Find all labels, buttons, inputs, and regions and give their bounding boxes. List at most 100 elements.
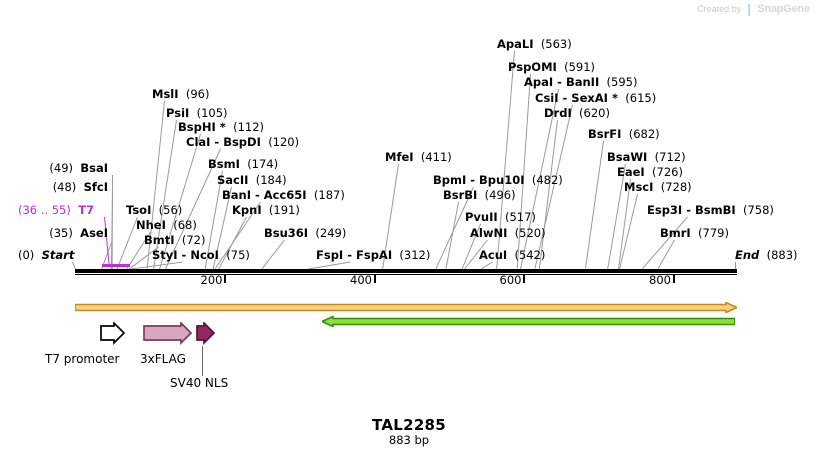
label-position: (36 .. 55) [18,203,71,217]
label-name: BsaWI [607,150,648,164]
feature-arrow-sv40-nls[interactable] [196,322,216,346]
label-position: (726) [652,165,683,179]
feature-stem [202,346,203,376]
feature-label-t7[interactable]: (36 .. 55) T7 [18,203,94,217]
label-name: BmrI [660,226,691,240]
enzyme-label-bani-acc65i[interactable]: BanI - Acc65I (187) [222,188,345,202]
enzyme-label-acui[interactable]: AcuI (542) [479,248,545,262]
label-position: (174) [247,157,279,171]
enzyme-label-psii[interactable]: PsiI (105) [166,106,228,120]
enzyme-label-msci[interactable]: MscI (728) [624,180,692,194]
t7-promoter-marker[interactable] [101,264,131,267]
feature-label-t7-promoter[interactable]: T7 promoter [45,352,120,366]
enzyme-label-sfci[interactable]: (48) SfcI [53,180,108,194]
enzyme-label-drdi[interactable]: DrdI (620) [544,106,610,120]
enzyme-label-bpmi-bpu10i[interactable]: BpmI - Bpu10I (482) [433,173,563,187]
enzyme-label-tsoi[interactable]: TsoI (56) [126,203,182,217]
label-position: (56) [158,203,183,217]
enzyme-label-bsrbi[interactable]: BsrBI (496) [443,188,516,202]
enzyme-label-pspomi[interactable]: PspOMI (591) [508,60,595,74]
enzyme-label-esp3i-bsmbi[interactable]: Esp3I - BsmBI (758) [647,203,774,217]
enzyme-label-bsmi[interactable]: BsmI (174) [208,157,278,171]
feature-label-3xflag[interactable]: 3xFLAG [140,352,186,366]
label-position: (563) [540,37,572,51]
enzyme-label-msli[interactable]: MslI (96) [152,87,209,101]
label-name: AseI [80,226,108,240]
enzyme-label-bsawi[interactable]: BsaWI (712) [607,150,686,164]
feature-label-sv40-nls[interactable]: SV40 NLS [170,376,229,390]
label-position: (620) [579,106,610,120]
orf-reverse[interactable] [322,316,735,327]
enzyme-label-sacii[interactable]: SacII (184) [217,173,287,187]
watermark-brand: SnapGene [757,3,810,15]
enzyme-label-bsphi-[interactable]: BspHI * (112) [178,120,264,134]
enzyme-label-eaei[interactable]: EaeI (726) [617,165,683,179]
label-position: (184) [255,173,287,187]
label-position: (112) [233,120,265,134]
label-position: (312) [399,248,431,262]
enzyme-label-alwni[interactable]: AlwNI (520) [470,226,546,240]
enzyme-label-mfei[interactable]: MfeI (411) [385,150,452,164]
label-position: (249) [315,226,347,240]
label-name: MfeI [385,150,414,164]
enzyme-label-csii-sexai-[interactable]: CsiI - SexAI * (615) [535,91,656,105]
label-position: (35) [49,226,73,240]
enzyme-label-styi-ncoi[interactable]: StyI - NcoI (75) [152,248,250,262]
enzyme-label-bsai[interactable]: (49) BsaI [49,161,108,175]
label-name: BmtI [144,233,175,247]
label-name: End [735,248,760,262]
ruler-tick [672,274,675,283]
label-position: (48) [52,180,77,194]
label-name: ClaI - BspDI [186,135,261,149]
ruler-tick-label: 200 [200,273,223,287]
label-position: (96) [185,87,210,101]
label-name: Esp3I - BsmBI [647,203,736,217]
label-position: (187) [313,188,345,202]
enzyme-label-nhei[interactable]: NheI (68) [136,218,197,232]
feature-arrow-t7-promoter[interactable] [100,322,126,346]
enzyme-label-bsrfi[interactable]: BsrFI (682) [588,127,660,141]
label-name: BanI - Acc65I [222,188,307,202]
label-name: NheI [136,218,166,232]
label-position: (728) [660,180,692,194]
enzyme-label-clai-bspdi[interactable]: ClaI - BspDI (120) [186,135,299,149]
leader-line [735,262,736,269]
label-position: (520) [514,226,546,240]
feature-arrow-3xflag[interactable] [143,322,193,346]
ruler-baseline [75,274,737,275]
start-label[interactable]: (0) Start [18,248,74,262]
ruler-tick [373,274,376,283]
enzyme-label-apali[interactable]: ApaLI (563) [497,37,572,51]
enzyme-label-bsu36i[interactable]: Bsu36I (249) [264,226,346,240]
enzyme-label-bmri[interactable]: BmrI (779) [660,226,729,240]
label-name: BspHI * [178,120,226,134]
label-name: BsaI [80,161,108,175]
label-position: (758) [742,203,774,217]
label-name: SacII [217,173,249,187]
label-name: DrdI [544,106,572,120]
label-position: (68) [173,218,197,232]
leader-line [641,216,688,270]
leader-line [584,140,604,270]
leader-line [261,239,285,270]
label-name: PvuII [465,210,498,224]
enzyme-label-apai-banii[interactable]: ApaI - BanII (595) [524,75,637,89]
label-name: ApaI - BanII [524,75,600,89]
label-name: KpnI [232,203,262,217]
label-name: AcuI [479,248,508,262]
enzyme-label-kpni[interactable]: KpnI (191) [232,203,300,217]
orf-forward[interactable] [75,302,737,313]
label-position: (591) [564,60,596,74]
snapgene-watermark: Created by ❙ SnapGene [697,3,810,15]
enzyme-label-bmti[interactable]: BmtI (72) [144,233,205,247]
end-label[interactable]: End (883) [735,248,798,262]
enzyme-label-asei[interactable]: (35) AseI [49,226,108,240]
label-name: EaeI [617,165,645,179]
label-position: (120) [268,135,300,149]
enzyme-label-pvuii[interactable]: PvuII (517) [465,210,536,224]
label-position: (883) [766,248,798,262]
label-position: (517) [504,210,536,224]
enzyme-label-fspi-fspai[interactable]: FspI - FspAI (312) [316,248,430,262]
label-name: MscI [624,180,654,194]
